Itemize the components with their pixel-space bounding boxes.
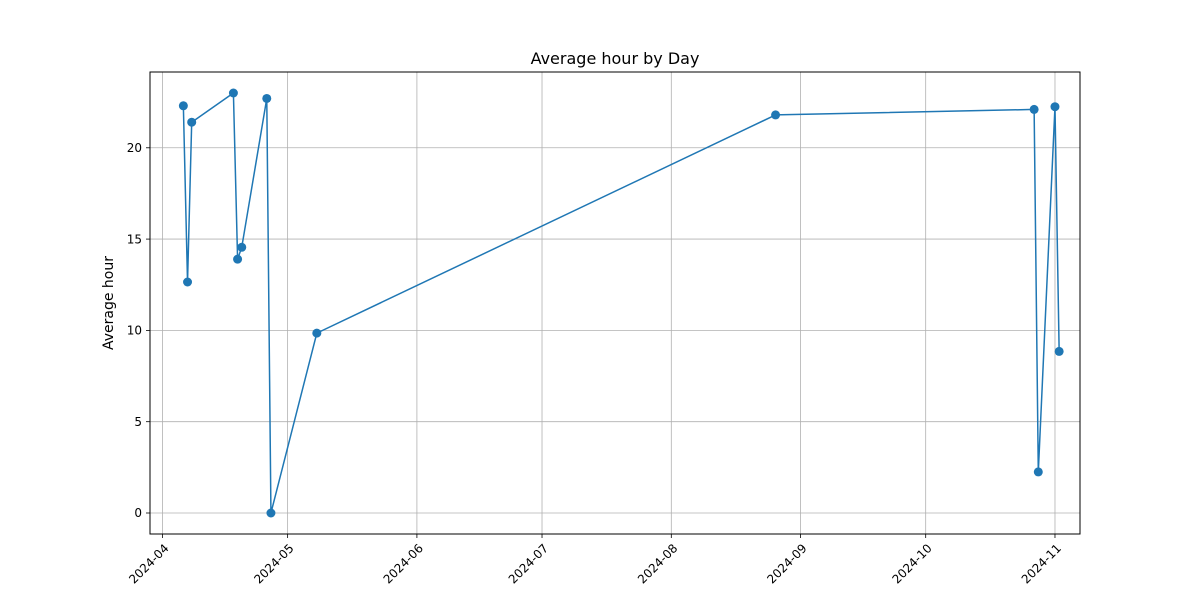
grid-lines [150,72,1080,534]
data-point [1050,102,1060,112]
y-tick-label: 5 [134,415,142,429]
data-point [183,277,193,287]
y-axis-label: Average hour [101,256,117,350]
data-point [1029,104,1039,114]
data-point [262,93,272,103]
series-line [182,92,1060,514]
data-point [312,328,322,338]
chart-title: Average hour by Day [531,49,700,68]
y-axis-ticks: 0 5 10 15 20 [127,141,150,520]
data-point [187,117,197,127]
series-polyline [182,92,1060,514]
data-point [233,254,243,264]
data-points [178,88,1064,518]
data-point [1033,467,1043,477]
y-tick-label: 15 [127,232,142,246]
plot-frame [149,71,1081,535]
data-point [228,88,238,98]
data-point [771,110,781,120]
data-point [178,101,188,111]
y-tick-label: 20 [127,141,142,155]
data-point [237,242,247,252]
y-tick-label: 10 [127,324,142,338]
y-tick-label: 0 [134,506,142,520]
data-point [266,508,276,518]
data-point [1054,346,1064,356]
